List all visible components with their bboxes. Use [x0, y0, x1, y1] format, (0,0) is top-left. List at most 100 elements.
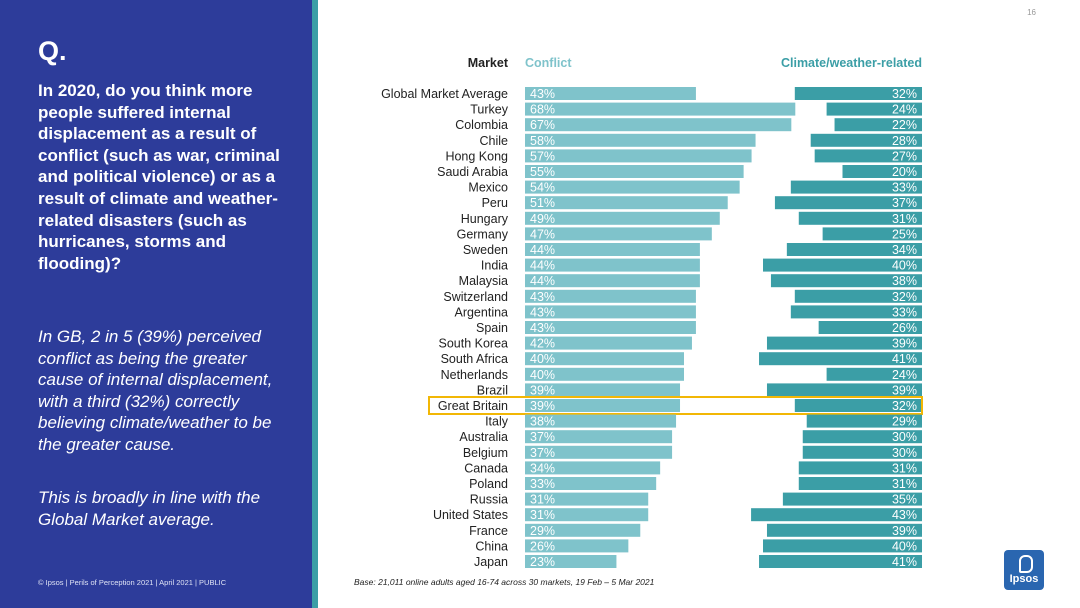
market-label: Global Market Average	[381, 87, 508, 101]
conflict-value-label: 40%	[530, 352, 555, 366]
conflict-value-label: 58%	[530, 134, 555, 148]
conflict-bar	[525, 211, 720, 225]
market-label: Canada	[464, 461, 508, 475]
q-mark: Q.	[38, 36, 67, 66]
climate-value-label: 24%	[892, 103, 917, 117]
climate-bar	[782, 492, 922, 506]
conflict-value-label: 42%	[530, 337, 555, 351]
climate-value-label: 22%	[892, 118, 917, 132]
conflict-bar	[525, 180, 740, 194]
market-label: Peru	[482, 196, 508, 210]
highlight-box	[428, 396, 923, 415]
header-market: Market	[468, 56, 509, 70]
climate-value-label: 35%	[892, 493, 917, 507]
climate-bar	[790, 305, 922, 319]
footer-copyright: © Ipsos | Perils of Perception 2021 | Ap…	[38, 578, 227, 587]
climate-bar	[794, 399, 922, 412]
climate-value-label: 41%	[892, 555, 917, 569]
conflict-bar	[525, 555, 617, 568]
conflict-bar	[525, 118, 792, 132]
climate-value-label: 32%	[892, 87, 917, 101]
conflict-bar	[525, 102, 796, 116]
climate-bar	[759, 555, 922, 568]
conflict-bar	[525, 196, 728, 210]
market-label: Belgium	[463, 446, 508, 460]
base-note: Base: 21,011 online adults aged 16-74 ac…	[354, 577, 655, 587]
climate-value-label: 31%	[892, 461, 917, 475]
climate-value-label: 41%	[892, 352, 917, 366]
market-label: Poland	[469, 477, 508, 491]
logo-text: Ipsos	[1009, 573, 1039, 585]
climate-value-label: 25%	[892, 227, 917, 241]
climate-bar	[770, 274, 922, 288]
market-label: China	[475, 539, 508, 553]
market-label: Spain	[476, 321, 508, 335]
conflict-bar	[525, 399, 681, 412]
conflict-value-label: 31%	[530, 493, 555, 507]
conflict-value-label: 43%	[530, 321, 555, 335]
conflict-bar	[525, 539, 629, 553]
market-label: Netherlands	[441, 368, 508, 382]
divider-stripe	[312, 0, 318, 608]
climate-value-label: 29%	[892, 415, 917, 429]
conflict-bar	[525, 149, 752, 163]
conflict-bar	[525, 445, 673, 459]
climate-value-label: 33%	[892, 305, 917, 319]
conflict-value-label: 43%	[530, 305, 555, 319]
market-label: Colombia	[455, 118, 508, 132]
climate-value-label: 39%	[892, 524, 917, 538]
conflict-bar	[525, 352, 684, 366]
conflict-bar	[525, 289, 696, 303]
conflict-bar	[525, 492, 649, 506]
climate-value-label: 28%	[892, 134, 917, 148]
conflict-value-label: 51%	[530, 196, 555, 210]
market-label: Italy	[485, 415, 509, 429]
climate-value-label: 31%	[892, 212, 917, 226]
market-label: Saudi Arabia	[437, 165, 508, 179]
conflict-value-label: 43%	[530, 290, 555, 304]
conflict-bar	[525, 461, 661, 475]
conflict-bar	[525, 243, 700, 256]
climate-bar	[806, 414, 922, 428]
question-text: In 2020, do you think more people suffer…	[38, 81, 280, 273]
conflict-value-label: 44%	[530, 259, 555, 273]
climate-value-label: 37%	[892, 196, 917, 210]
climate-bar	[798, 211, 922, 225]
conflict-value-label: 40%	[530, 368, 555, 382]
market-label: Chile	[480, 134, 509, 148]
climate-value-label: 31%	[892, 477, 917, 491]
market-label: Hong Kong	[445, 149, 508, 163]
climate-bar	[774, 196, 922, 210]
conflict-bar	[525, 367, 684, 381]
climate-value-label: 40%	[892, 259, 917, 273]
market-label: Japan	[474, 555, 508, 569]
climate-value-label: 32%	[892, 399, 917, 413]
climate-bar	[786, 243, 922, 256]
climate-bar	[826, 367, 922, 381]
conflict-bar	[525, 258, 700, 272]
climate-value-label: 34%	[892, 243, 917, 257]
conflict-value-label: 67%	[530, 118, 555, 132]
insight-text: In GB, 2 in 5 (39%) perceived conflict a…	[38, 327, 273, 454]
market-label: Mexico	[468, 181, 508, 195]
conflict-value-label: 39%	[530, 399, 555, 413]
conflict-bar	[525, 321, 696, 334]
climate-value-label: 43%	[892, 508, 917, 522]
conflict-value-label: 31%	[530, 508, 555, 522]
climate-bar	[798, 477, 922, 490]
conflict-bar	[525, 523, 641, 537]
market-label: Switzerland	[443, 290, 508, 304]
conflict-value-label: 23%	[530, 555, 555, 569]
market-label: Australia	[459, 430, 508, 444]
logo-mark-icon	[1019, 555, 1033, 573]
conflict-bar	[525, 336, 692, 350]
climate-value-label: 26%	[892, 321, 917, 335]
header-climate: Climate/weather-related	[781, 56, 922, 70]
climate-bar	[798, 461, 922, 475]
climate-value-label: 30%	[892, 430, 917, 444]
conflict-bar	[525, 305, 696, 319]
climate-value-label: 38%	[892, 274, 917, 288]
climate-bar	[766, 383, 922, 397]
conflict-bar	[525, 274, 700, 288]
climate-bar	[814, 149, 922, 163]
